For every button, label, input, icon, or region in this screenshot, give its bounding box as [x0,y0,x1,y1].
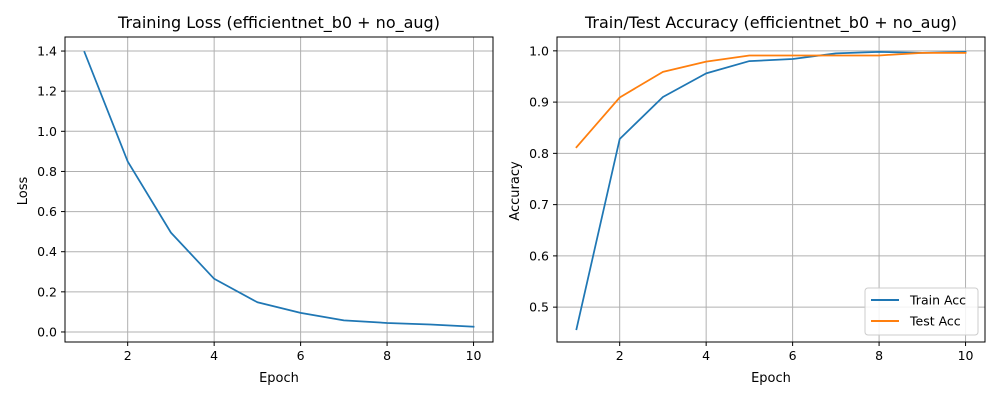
loss-chart-ytick-label: 0.0 [37,324,57,339]
loss-chart-series [83,50,475,328]
loss-chart-ytick-label: 1.4 [37,44,57,59]
accuracy-chart-ytick-label: 0.5 [529,300,549,315]
accuracy-chart-ytick-label: 0.9 [529,95,549,110]
loss-chart-ytick-label: 1.2 [37,84,57,99]
loss-chart-frame [64,36,494,343]
loss-chart-ytick-label: 0.6 [37,204,57,219]
accuracy-chart-ytick-label: 0.8 [529,146,549,161]
loss-chart-ytick-label: 0.2 [37,284,57,299]
accuracy-chart-ticks: 2 4 6 8 10 0.5 0.6 0.7 0.8 0.9 1.0 [529,43,973,363]
accuracy-chart-xtick-label: 2 [616,348,624,363]
loss-chart-xtick-label: 6 [297,348,305,363]
loss-chart-xlabel: Epoch [259,371,299,386]
loss-chart-xtick-label: 4 [210,348,218,363]
loss-chart-xtick-label: 8 [383,348,391,363]
accuracy-chart-xtick-label: 10 [958,348,974,363]
accuracy-chart-xtick-label: 4 [702,348,710,363]
loss-chart-title: Training Loss (efficientnet_b0 + no_aug) [117,13,440,33]
accuracy-chart-ytick-label: 1.0 [529,43,549,58]
legend-label-train-acc: Train Acc [909,293,966,308]
loss-chart-ytick-label: 1.0 [37,124,57,139]
legend-label-test-acc: Test Acc [909,314,961,329]
accuracy-chart-xtick-label: 6 [789,348,797,363]
accuracy-chart-legend: Train Acc Test Acc [864,287,979,336]
accuracy-chart-line-train-acc [575,50,967,331]
loss-chart-xtick-label: 10 [466,348,482,363]
loss-chart-ytick-label: 0.4 [37,244,57,259]
accuracy-chart-frame [556,36,986,343]
accuracy-chart-xtick-label: 8 [875,348,883,363]
accuracy-chart-ytick-label: 0.6 [529,248,549,263]
accuracy-chart-ylabel: Accuracy [508,161,523,221]
accuracy-chart-title: Train/Test Accuracy (efficientnet_b0 + n… [584,13,957,33]
loss-chart-ylabel: Loss [16,177,31,206]
loss-chart: Training Loss (efficientnet_b0 + no_aug)… [16,13,494,386]
loss-chart-xtick-label: 2 [124,348,132,363]
loss-chart-grid [65,37,493,342]
loss-chart-ticks: 2 4 6 8 10 0.0 0.2 0.4 0.6 0.8 1.0 1.2 1.4 [37,44,481,363]
loss-chart-line-training-loss [83,50,475,328]
accuracy-chart-xlabel: Epoch [751,371,791,386]
loss-chart-ytick-label: 0.8 [37,164,57,179]
accuracy-chart: Train/Test Accuracy (efficientnet_b0 + n… [508,13,986,386]
accuracy-chart-series [575,50,967,331]
accuracy-chart-ytick-label: 0.7 [529,197,549,212]
accuracy-chart-line-test-acc [575,52,967,149]
